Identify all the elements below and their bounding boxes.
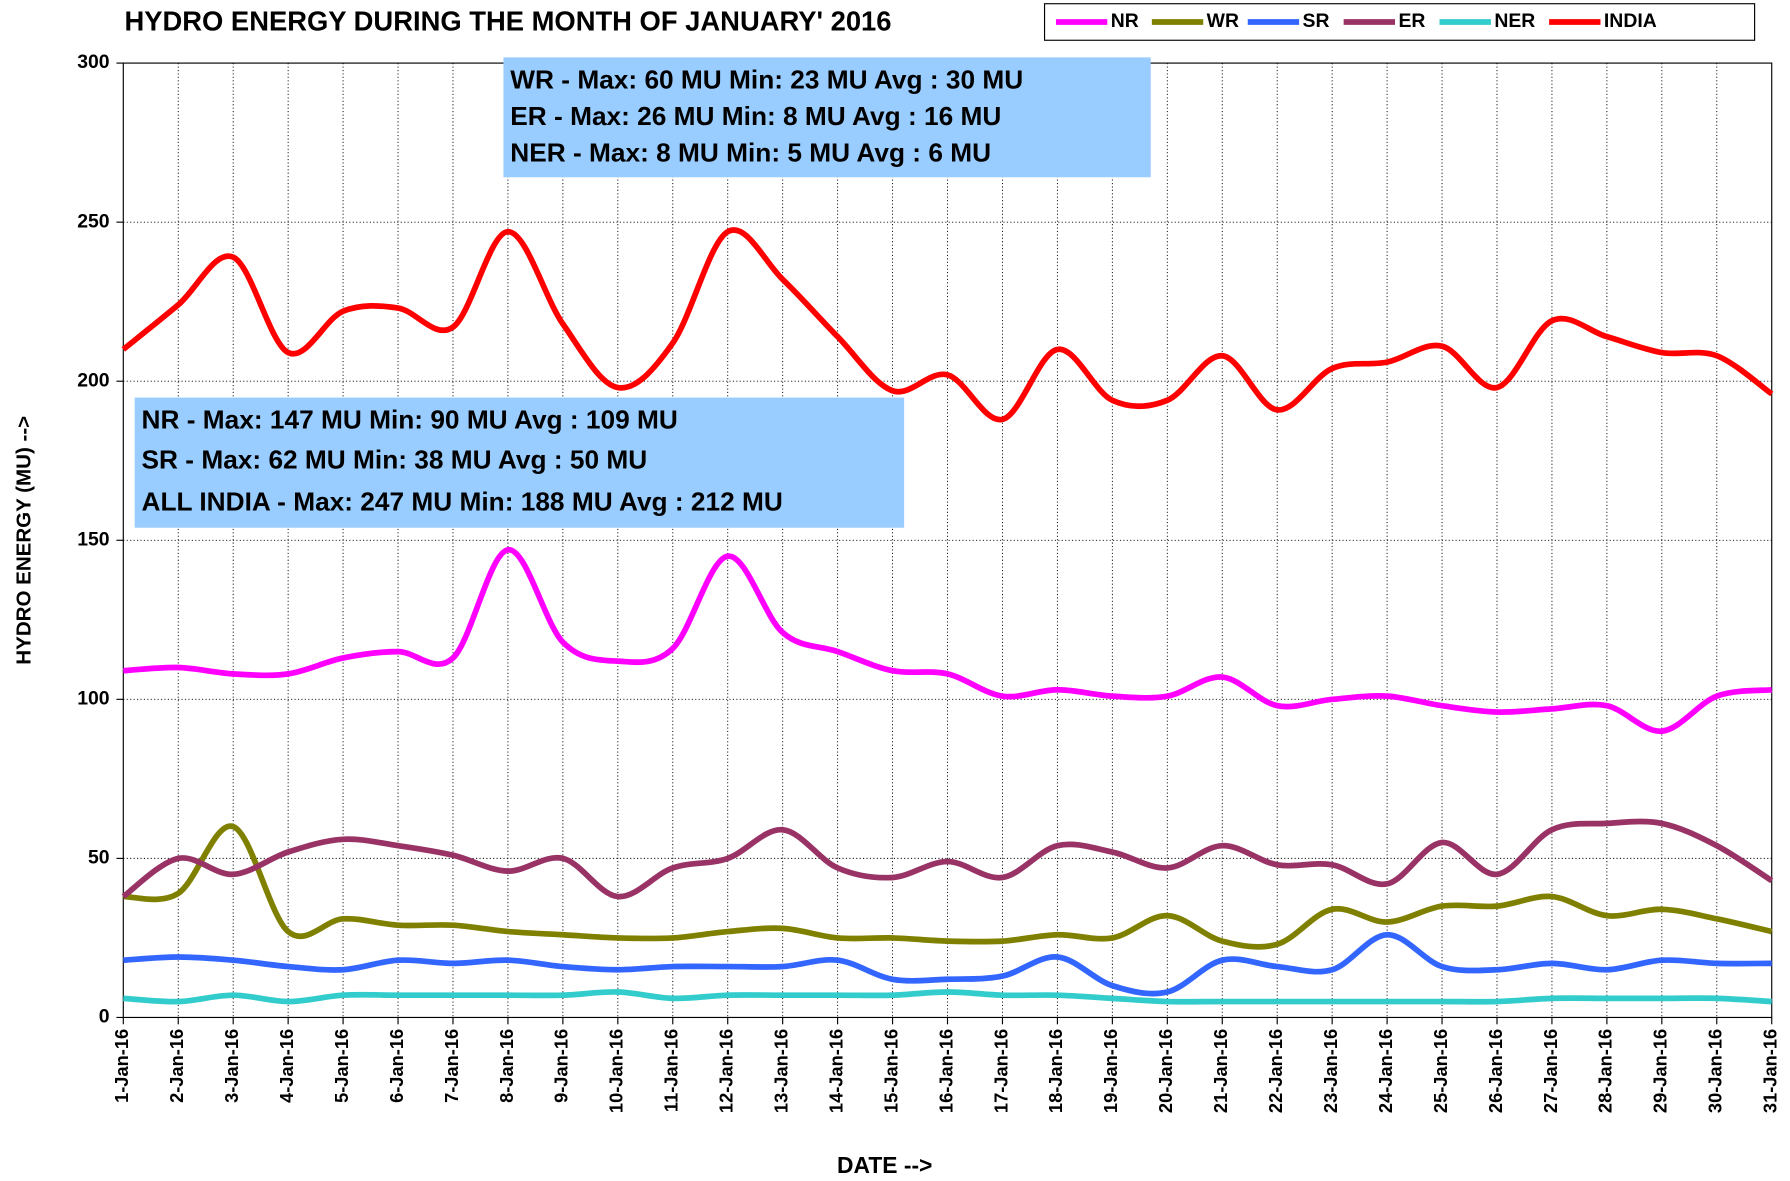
series-line bbox=[123, 823, 1773, 950]
y-tick-label: 250 bbox=[77, 210, 109, 232]
x-tick-label: 5-Jan-16 bbox=[331, 1029, 352, 1103]
x-tick-label: 7-Jan-16 bbox=[441, 1029, 462, 1103]
x-tick-label: 8-Jan-16 bbox=[496, 1029, 517, 1103]
x-tick-label: 29-Jan-16 bbox=[1650, 1029, 1671, 1113]
annotation-text: SR - Max: 62 MU Min: 38 MU Avg : 50 MU bbox=[142, 444, 648, 474]
x-tick-label: 10-Jan-16 bbox=[606, 1029, 627, 1113]
legend-label: NER bbox=[1494, 10, 1535, 32]
annotation-box bbox=[134, 397, 905, 528]
series-line bbox=[123, 931, 1772, 997]
y-axis-label: HYDRO ENERGY (MU) --> bbox=[13, 416, 36, 665]
x-tick-label: 3-Jan-16 bbox=[221, 1029, 242, 1103]
annotation-text: ALL INDIA - Max: 247 MU Min: 188 MU Avg … bbox=[142, 487, 783, 517]
annotation-box bbox=[503, 57, 1151, 178]
x-tick-label: 21-Jan-16 bbox=[1210, 1029, 1231, 1113]
x-tick-label: 23-Jan-16 bbox=[1320, 1029, 1341, 1113]
x-tick-label: 14-Jan-16 bbox=[825, 1029, 846, 1113]
x-tick-label: 28-Jan-16 bbox=[1595, 1029, 1616, 1113]
y-tick-label: 0 bbox=[99, 1006, 110, 1028]
y-tick-label: 300 bbox=[77, 51, 109, 73]
x-tick-label: 22-Jan-16 bbox=[1265, 1029, 1286, 1113]
annotation-text: WR - Max: 60 MU Min: 23 MU Avg : 30 MU bbox=[510, 64, 1023, 94]
series-line bbox=[121, 818, 1774, 900]
x-tick-label: 12-Jan-16 bbox=[716, 1029, 737, 1113]
series-line bbox=[123, 546, 1773, 734]
legend-label: SR bbox=[1303, 10, 1330, 32]
x-tick-label: 11-Jan-16 bbox=[661, 1029, 682, 1112]
x-tick-label: 4-Jan-16 bbox=[276, 1029, 297, 1103]
x-axis-label: DATE --> bbox=[837, 1152, 932, 1178]
annotation-text: NR - Max: 147 MU Min: 90 MU Avg : 109 MU bbox=[142, 404, 678, 434]
legend-label: ER bbox=[1398, 10, 1425, 32]
x-tick-label: 26-Jan-16 bbox=[1485, 1029, 1506, 1113]
y-tick-label: 150 bbox=[77, 528, 109, 550]
x-tick-label: 27-Jan-16 bbox=[1540, 1029, 1561, 1113]
x-tick-label: 2-Jan-16 bbox=[166, 1029, 187, 1103]
x-tick-label: 16-Jan-16 bbox=[935, 1029, 956, 1113]
x-tick-label: 20-Jan-16 bbox=[1155, 1029, 1176, 1113]
legend-label: INDIA bbox=[1604, 10, 1657, 32]
legend-label: NR bbox=[1111, 10, 1139, 32]
x-tick-label: 17-Jan-16 bbox=[990, 1029, 1011, 1113]
annotation-text: NER - Max: 8 MU Min: 5 MU Avg : 6 MU bbox=[510, 137, 991, 167]
x-tick-label: 31-Jan-16 bbox=[1760, 1029, 1781, 1113]
x-tick-label: 24-Jan-16 bbox=[1375, 1029, 1396, 1113]
x-tick-label: 1-Jan-16 bbox=[111, 1029, 132, 1103]
legend-label: WR bbox=[1207, 10, 1239, 32]
y-tick-label: 50 bbox=[88, 847, 110, 869]
x-tick-label: 19-Jan-16 bbox=[1100, 1029, 1121, 1113]
x-tick-label: 13-Jan-16 bbox=[770, 1029, 791, 1113]
x-tick-label: 6-Jan-16 bbox=[386, 1029, 407, 1103]
y-tick-label: 100 bbox=[77, 687, 109, 709]
x-tick-label: 25-Jan-16 bbox=[1430, 1029, 1451, 1113]
x-tick-label: 9-Jan-16 bbox=[551, 1029, 572, 1103]
series-line bbox=[123, 989, 1772, 1005]
x-tick-label: 18-Jan-16 bbox=[1045, 1029, 1066, 1113]
x-tick-label: 30-Jan-16 bbox=[1705, 1029, 1726, 1113]
x-tick-label: 15-Jan-16 bbox=[880, 1029, 901, 1113]
y-tick-label: 200 bbox=[77, 369, 109, 391]
annotation-text: ER - Max: 26 MU Min: 8 MU Avg : 16 MU bbox=[510, 101, 1001, 131]
series-line bbox=[121, 227, 1774, 423]
chart-title: HYDRO ENERGY DURING THE MONTH OF JANUARY… bbox=[124, 5, 891, 36]
